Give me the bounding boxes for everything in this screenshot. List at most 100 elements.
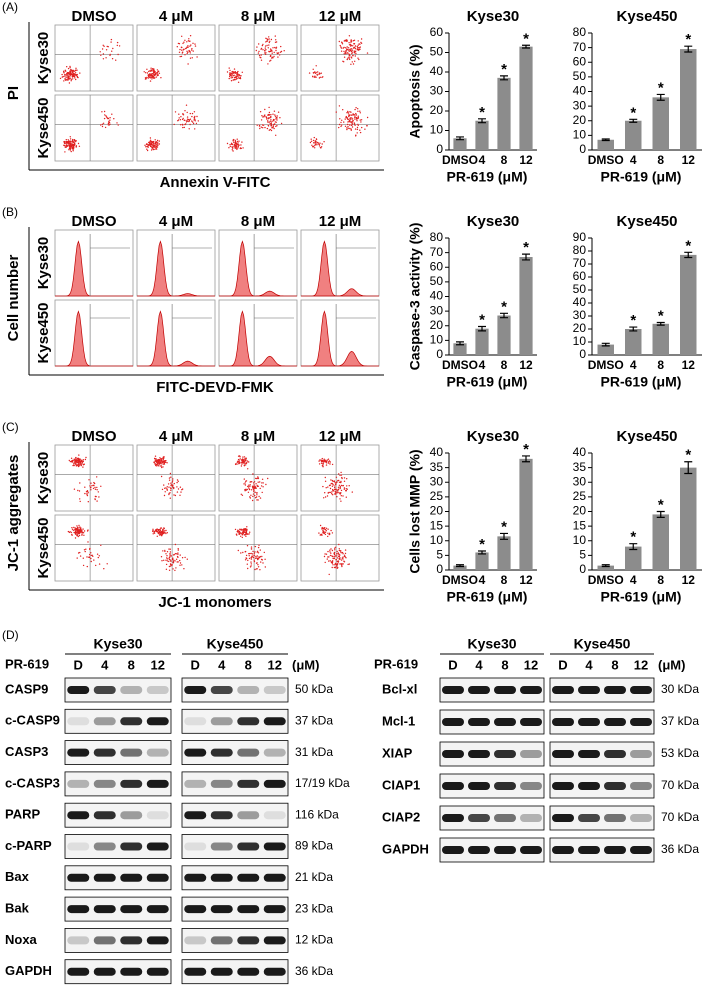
event-dot bbox=[333, 553, 336, 556]
y-axis-label: Apoptosis (%) bbox=[407, 44, 423, 138]
event-dot bbox=[255, 483, 257, 485]
event-dot bbox=[268, 50, 270, 53]
x-tick-label: 8 bbox=[657, 573, 664, 587]
event-dot bbox=[63, 75, 66, 77]
y-axis-label: Caspase-3 activity (%) bbox=[407, 223, 423, 371]
bar bbox=[680, 254, 697, 355]
histogram bbox=[55, 310, 133, 367]
event-dot bbox=[250, 557, 252, 559]
event-dot bbox=[324, 492, 326, 494]
event-dot bbox=[237, 455, 240, 457]
bar bbox=[453, 138, 467, 150]
event-dot bbox=[184, 39, 186, 41]
x-tick-label: 4 bbox=[479, 573, 486, 587]
histogram bbox=[219, 310, 297, 367]
event-dot bbox=[68, 145, 71, 148]
event-dot bbox=[359, 119, 361, 121]
event-dot bbox=[335, 476, 338, 478]
event-dot bbox=[229, 69, 231, 72]
band bbox=[630, 782, 652, 790]
event-dot bbox=[245, 557, 248, 560]
event-dot bbox=[240, 493, 242, 495]
bar bbox=[497, 77, 511, 150]
event-dot bbox=[160, 465, 163, 467]
event-dot bbox=[329, 554, 332, 557]
event-dot bbox=[96, 489, 98, 491]
flow-plot bbox=[218, 94, 298, 162]
flow-plot bbox=[300, 24, 380, 92]
y-tick-label: 0 bbox=[436, 347, 443, 361]
band bbox=[578, 750, 600, 758]
size-label: 116 kDa bbox=[295, 807, 339, 821]
event-dot bbox=[360, 41, 362, 44]
event-dot bbox=[232, 70, 234, 73]
event-dot bbox=[107, 46, 109, 48]
event-dot bbox=[70, 531, 73, 534]
event-dot bbox=[237, 142, 239, 144]
band bbox=[67, 873, 90, 882]
event-dot bbox=[346, 46, 348, 48]
event-dot bbox=[344, 47, 347, 49]
band bbox=[120, 811, 143, 820]
bar bbox=[680, 467, 697, 570]
x-tick-label: 12 bbox=[682, 358, 696, 372]
event-dot bbox=[270, 123, 273, 125]
event-dot bbox=[322, 463, 324, 465]
size-label: 37 kDa bbox=[295, 713, 333, 727]
event-dot bbox=[158, 532, 160, 534]
event-dot bbox=[260, 126, 263, 128]
x-tick-label: 4 bbox=[630, 573, 637, 587]
event-dot bbox=[267, 120, 269, 122]
event-dot bbox=[75, 67, 77, 70]
event-dot bbox=[226, 71, 229, 73]
event-dot bbox=[180, 116, 182, 118]
event-dot bbox=[170, 484, 172, 487]
event-dot bbox=[176, 561, 178, 563]
event-dot bbox=[357, 40, 359, 42]
flow-plot bbox=[300, 514, 380, 582]
event-dot bbox=[261, 124, 264, 126]
event-dot bbox=[109, 123, 111, 125]
event-dot bbox=[348, 563, 350, 565]
y-tick-label: 0 bbox=[436, 142, 443, 156]
cell-line-label: Kyse30 bbox=[35, 452, 52, 505]
event-dot bbox=[343, 488, 345, 490]
event-dot bbox=[261, 478, 264, 480]
event-dot bbox=[338, 473, 340, 475]
event-dot bbox=[236, 138, 238, 140]
event-dot bbox=[232, 150, 234, 152]
event-dot bbox=[164, 549, 166, 552]
event-dot bbox=[346, 128, 348, 131]
event-dot bbox=[187, 40, 190, 42]
event-dot bbox=[264, 126, 266, 129]
event-dot bbox=[240, 144, 242, 146]
event-dot bbox=[77, 535, 80, 538]
chart-title: Kyse30 bbox=[467, 8, 520, 25]
event-dot bbox=[164, 491, 166, 493]
protein-label: XIAP bbox=[382, 745, 413, 760]
event-dot bbox=[331, 493, 333, 495]
event-dot bbox=[179, 119, 182, 121]
event-dot bbox=[101, 111, 103, 113]
event-dot bbox=[59, 77, 62, 80]
plot-frame bbox=[136, 299, 216, 367]
event-dot bbox=[86, 493, 88, 495]
event-dot bbox=[156, 528, 158, 530]
size-label: 37 kDa bbox=[661, 714, 699, 728]
band bbox=[184, 717, 207, 726]
y-tick-label: 20 bbox=[573, 113, 587, 127]
event-dot bbox=[343, 480, 346, 482]
bar bbox=[625, 120, 642, 150]
event-dot bbox=[75, 75, 78, 77]
error-bar bbox=[522, 455, 530, 463]
chart-title: Kyse450 bbox=[617, 8, 678, 25]
lane-label: 12 bbox=[524, 657, 538, 672]
band bbox=[552, 782, 574, 790]
event-dot bbox=[247, 491, 250, 493]
event-dot bbox=[249, 566, 252, 568]
event-dot bbox=[229, 144, 231, 146]
event-dot bbox=[252, 550, 254, 553]
event-dot bbox=[74, 531, 77, 533]
event-dot bbox=[345, 50, 347, 52]
event-dot bbox=[70, 74, 72, 76]
